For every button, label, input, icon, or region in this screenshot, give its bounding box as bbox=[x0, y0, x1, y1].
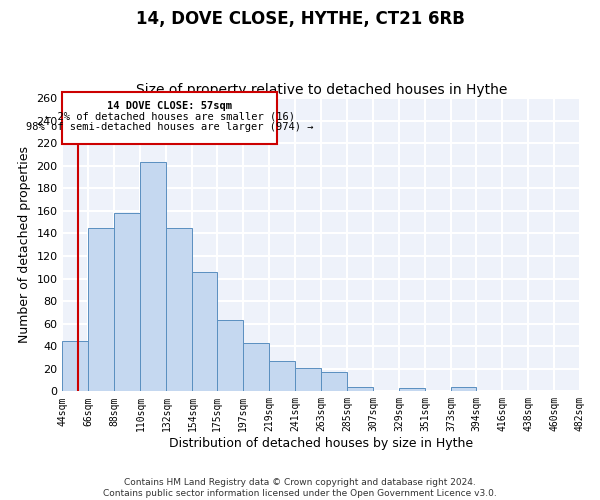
Bar bbox=[295, 368, 321, 392]
Bar bbox=[399, 388, 425, 392]
Bar bbox=[321, 372, 347, 392]
Text: 14 DOVE CLOSE: 57sqm: 14 DOVE CLOSE: 57sqm bbox=[107, 101, 232, 111]
Text: 98% of semi-detached houses are larger (974) →: 98% of semi-detached houses are larger (… bbox=[26, 122, 313, 132]
Bar bbox=[217, 320, 243, 392]
Bar bbox=[166, 228, 193, 392]
Bar bbox=[451, 387, 476, 392]
Text: ← 2% of detached houses are smaller (16): ← 2% of detached houses are smaller (16) bbox=[44, 112, 295, 122]
Bar bbox=[140, 162, 166, 392]
Bar bbox=[347, 387, 373, 392]
Bar bbox=[243, 343, 269, 392]
Bar bbox=[115, 213, 140, 392]
Bar bbox=[269, 361, 295, 392]
FancyBboxPatch shape bbox=[62, 92, 277, 144]
Bar bbox=[88, 228, 115, 392]
Bar bbox=[62, 340, 88, 392]
Text: Contains HM Land Registry data © Crown copyright and database right 2024.
Contai: Contains HM Land Registry data © Crown c… bbox=[103, 478, 497, 498]
Text: 14, DOVE CLOSE, HYTHE, CT21 6RB: 14, DOVE CLOSE, HYTHE, CT21 6RB bbox=[136, 10, 464, 28]
Y-axis label: Number of detached properties: Number of detached properties bbox=[18, 146, 31, 343]
Title: Size of property relative to detached houses in Hythe: Size of property relative to detached ho… bbox=[136, 83, 507, 97]
Bar bbox=[193, 272, 217, 392]
X-axis label: Distribution of detached houses by size in Hythe: Distribution of detached houses by size … bbox=[169, 437, 473, 450]
